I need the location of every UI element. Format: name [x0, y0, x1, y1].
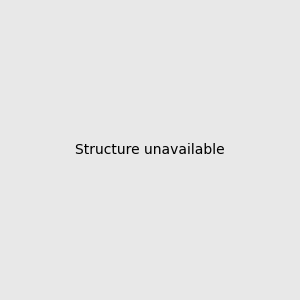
Text: Structure unavailable: Structure unavailable: [75, 143, 225, 157]
